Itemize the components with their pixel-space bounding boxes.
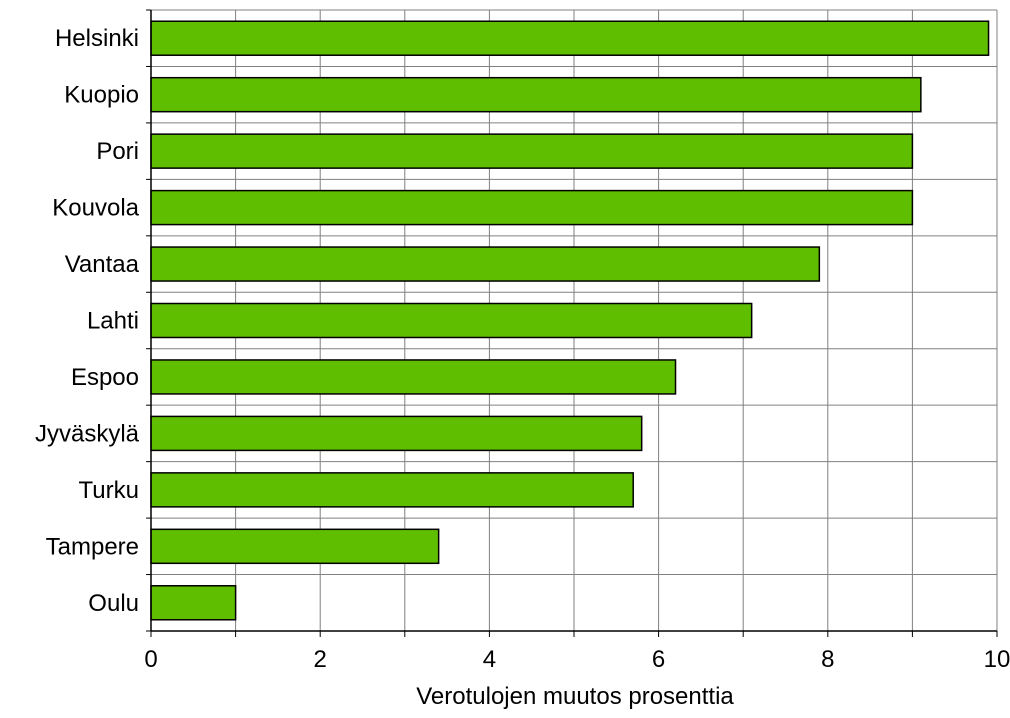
x-tick-label: 10	[984, 646, 1010, 673]
bar-turku	[150, 472, 634, 508]
axes	[146, 9, 998, 637]
x-tick-label: 6	[652, 646, 665, 673]
category-label: Kouvola	[52, 195, 139, 222]
labels: 0 2 4 6 8 10 Helsinki Kuopio Pori Kouvola Vantaa La…	[35, 25, 1010, 673]
bars	[150, 20, 990, 621]
x-tick-label: 4	[483, 646, 496, 673]
x-tick-label: 0	[144, 646, 157, 673]
category-label: Lahti	[87, 308, 139, 335]
bar-vantaa	[150, 246, 821, 282]
bar-pori	[150, 133, 914, 169]
bar-oulu	[150, 585, 237, 621]
bar-kuopio	[150, 76, 922, 113]
category-label: Helsinki	[55, 25, 139, 52]
category-label: Vantaa	[65, 251, 140, 278]
x-tick-label: 8	[821, 646, 834, 673]
category-label: Pori	[96, 138, 139, 165]
x-tick-label: 2	[314, 646, 327, 673]
x-axis-title: Verotulojen muutos prosenttia	[416, 683, 734, 710]
bar-lahti	[150, 302, 753, 339]
category-label: Turku	[79, 477, 139, 504]
category-label: Tampere	[46, 533, 139, 560]
category-label: Jyväskylä	[35, 420, 140, 447]
bar-helsinki	[150, 20, 990, 56]
bar-kouvola	[150, 189, 914, 226]
category-label: Oulu	[88, 590, 139, 617]
category-label: Espoo	[71, 364, 139, 391]
bar-jyväskylä	[150, 415, 643, 452]
bar-tampere	[150, 528, 440, 565]
bar-espoo	[150, 359, 677, 395]
category-label: Kuopio	[64, 82, 139, 109]
